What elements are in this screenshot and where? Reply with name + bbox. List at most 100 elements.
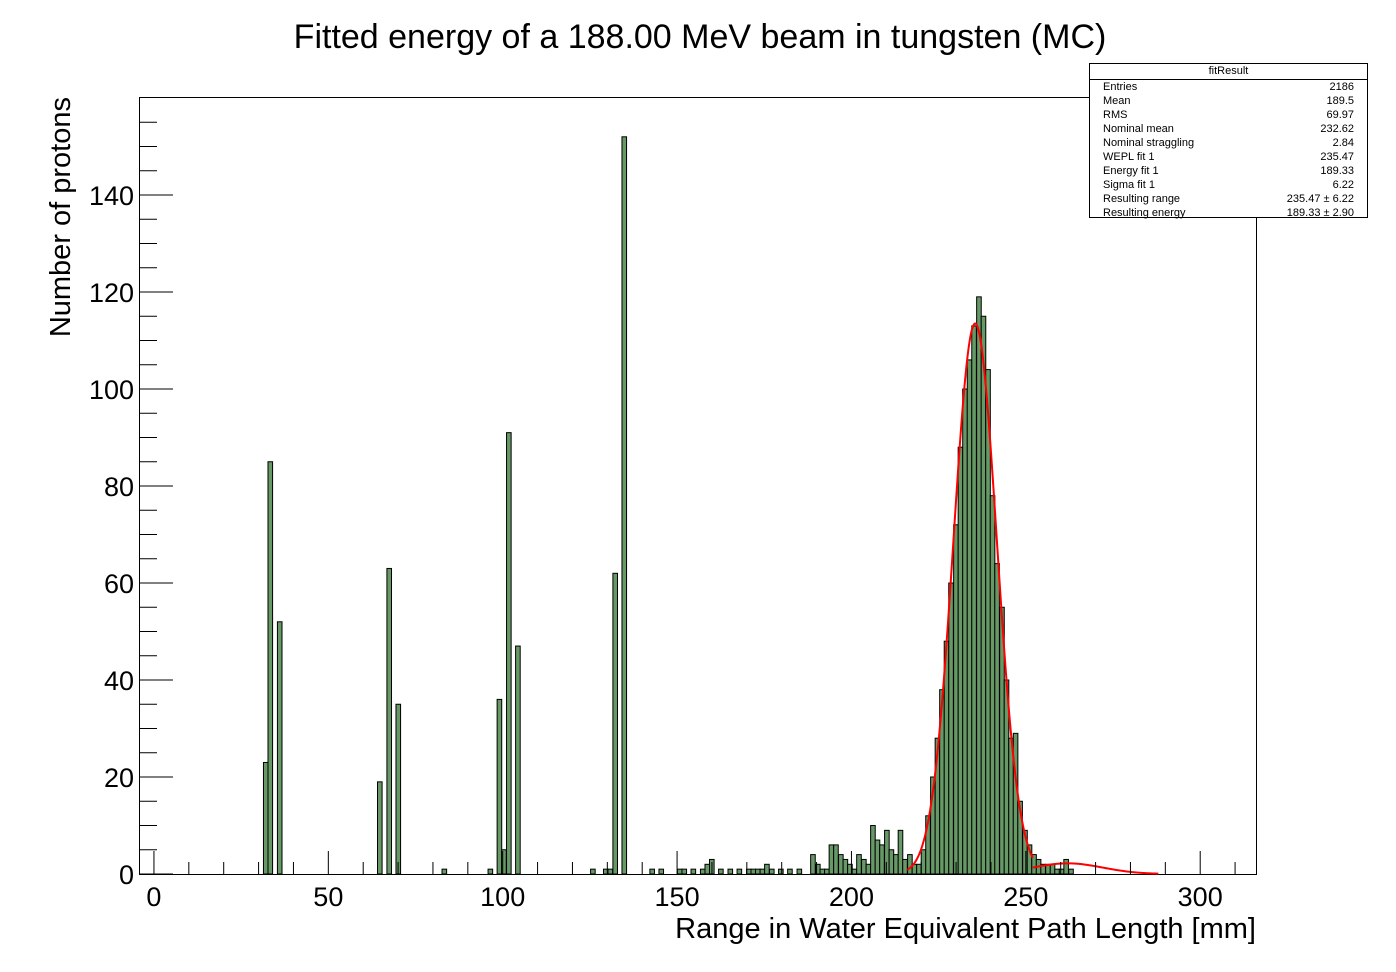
histogram-bar (649, 868, 655, 875)
stats-row-value: 6.22 (1332, 179, 1354, 191)
histogram-bar (607, 868, 614, 875)
stats-row-label: Nominal straggling (1103, 137, 1195, 149)
histogram-bar (962, 388, 968, 875)
histogram-bar (768, 868, 775, 875)
stats-box-title: fitResult (1090, 64, 1367, 80)
histogram-bar (496, 698, 503, 875)
x-axis: 0 50 100 150 200 250 300 (146, 851, 1236, 912)
histogram-bar (966, 359, 973, 875)
stats-row: Sigma fit 1 6.22 (1090, 178, 1367, 192)
histogram-bar (810, 854, 816, 875)
stats-box-rows: Entries 2186 Mean 189.5 RMS 69.97 Nominal mean… (1090, 80, 1367, 220)
stats-row: Entries 2186 (1090, 80, 1367, 94)
histogram-bar (902, 858, 908, 875)
stats-row-value: 2186 (1329, 81, 1354, 93)
histogram-bar (856, 854, 862, 875)
histogram-bar (1049, 863, 1056, 875)
x-tick-label: 250 (1003, 882, 1048, 912)
histogram-bar (824, 868, 830, 875)
plot-frame (139, 97, 1257, 875)
histogram-bar (276, 621, 283, 875)
chart-title: Fitted energy of a 188.00 MeV beam in tu… (294, 18, 1107, 56)
histogram-bar (916, 863, 922, 875)
x-tick-label: 200 (829, 882, 874, 912)
histogram-bar (865, 863, 872, 875)
x-tick-label: 150 (655, 882, 700, 912)
x-tick-label: 50 (313, 882, 343, 912)
histogram-bar (1063, 858, 1069, 875)
y-tick-label: 80 (104, 472, 134, 502)
histogram-bar (893, 854, 899, 875)
histogram-bar (377, 781, 383, 875)
histogram-bar (861, 858, 867, 875)
histogram-bar (612, 572, 619, 875)
stats-row-value: 235.47 ± 6.22 (1286, 193, 1354, 205)
histogram-bar (658, 868, 665, 875)
histogram-bar (764, 863, 770, 875)
histogram-bar (879, 844, 885, 875)
histogram-bar (870, 825, 876, 875)
stats-row-label: RMS (1103, 109, 1128, 121)
histogram-bar (884, 829, 890, 875)
histogram-bar (980, 315, 987, 875)
histogram-bar (971, 325, 977, 875)
x-tick-label: 0 (146, 882, 161, 912)
stats-box: fitResult Entries 2186 Mean 189.5 RMS 69.97 No… (1089, 63, 1368, 220)
histogram-bar (787, 868, 793, 875)
stats-row-value: 235.47 (1320, 151, 1354, 163)
histogram-bar (1058, 868, 1065, 875)
stats-row: WEPL fit 1 235.47 (1090, 150, 1367, 164)
histogram-bar (755, 868, 761, 875)
stats-row: Resulting energy 189.33 ± 2.90 (1090, 206, 1367, 220)
histogram-bar (441, 868, 448, 875)
gaussian-fit-curve (906, 322, 1034, 871)
stats-row: Resulting range 235.47 ± 6.22 (1090, 192, 1367, 206)
histogram-bar (681, 868, 688, 875)
histogram-bar (953, 524, 959, 875)
stats-row-value: 189.33 (1320, 165, 1354, 177)
histogram-bar (262, 761, 269, 875)
histogram-bar (948, 582, 954, 875)
y-tick-label: 120 (89, 278, 134, 308)
x-axis-label: Range in Water Equivalent Path Length [m… (675, 913, 1256, 945)
histogram-bar (888, 849, 895, 875)
histogram-bar (676, 868, 683, 875)
histogram-bar (750, 868, 757, 875)
histogram-bar (874, 839, 881, 875)
histogram-bar (842, 858, 849, 875)
y-tick-label: 100 (89, 375, 134, 405)
stats-row-value: 69.97 (1326, 109, 1354, 121)
stats-row-label: Mean (1103, 95, 1131, 107)
histogram-bar (1068, 868, 1074, 875)
histogram-bar (718, 868, 724, 875)
histogram-bar (759, 868, 766, 875)
histogram-bar (851, 868, 858, 875)
stats-row-value: 2.84 (1332, 137, 1354, 149)
histogram-bar (796, 868, 803, 875)
x-tick-label: 300 (1178, 882, 1223, 912)
histogram-bar (590, 868, 596, 875)
y-tick-label: 0 (119, 860, 134, 890)
stats-row: RMS 69.97 (1090, 108, 1367, 122)
histogram-bar (819, 868, 826, 875)
stats-row-value: 189.33 ± 2.90 (1286, 207, 1354, 219)
histogram-bar (778, 868, 784, 875)
histogram-bar (727, 868, 734, 875)
stats-row-label: Energy fit 1 (1103, 165, 1159, 177)
histogram-bar (704, 863, 711, 875)
stats-row: Nominal mean 232.62 (1090, 122, 1367, 136)
stats-row-label: Resulting range (1103, 193, 1181, 205)
y-axis-label: Number of protons (45, 97, 77, 337)
stats-row-label: Resulting energy (1103, 207, 1186, 219)
histogram-bar (515, 645, 521, 875)
stats-row-label: Sigma fit 1 (1103, 179, 1155, 191)
histogram-bar (920, 849, 927, 875)
y-axis: 0 20 40 60 80 100 120 140 (89, 121, 173, 890)
histogram-bar (907, 854, 913, 875)
histogram-bar (506, 432, 512, 875)
stats-row: Nominal straggling 2.84 (1090, 136, 1367, 150)
stats-row-label: Nominal mean (1103, 123, 1174, 135)
stats-row: Energy fit 1 189.33 (1090, 164, 1367, 178)
histogram-bar (386, 567, 393, 875)
